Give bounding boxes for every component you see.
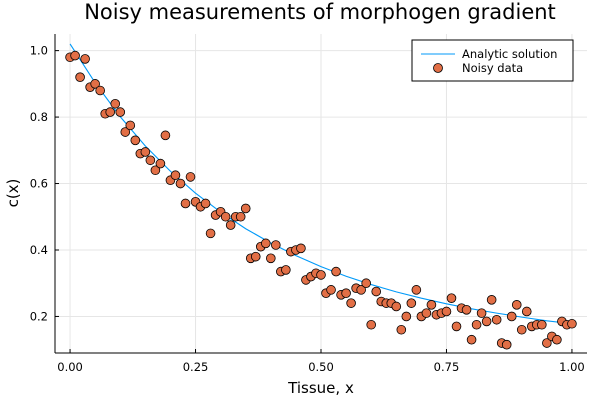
data-point: [552, 334, 562, 345]
analytic-solution-line: [69, 43, 573, 325]
data-point: [326, 285, 336, 295]
data-point: [130, 135, 141, 146]
data-point: [521, 306, 532, 317]
data-point: [316, 270, 326, 280]
data-point: [391, 301, 402, 312]
data-point: [260, 238, 271, 249]
data-point: [446, 293, 457, 303]
data-point: [371, 286, 382, 297]
data-point: [511, 300, 522, 310]
data-point: [155, 158, 166, 169]
data-point: [175, 178, 186, 189]
data-point: [160, 130, 171, 141]
data-point: [75, 72, 85, 82]
data-point: [567, 318, 577, 329]
x-tick-label: 0.75: [434, 360, 460, 374]
data-point: [366, 319, 376, 330]
data-point: [461, 304, 472, 315]
legend-box: [411, 39, 574, 82]
data-point: [115, 107, 126, 117]
noisy-data-series: [65, 50, 577, 350]
data-point: [466, 334, 477, 345]
data-point: [225, 220, 236, 230]
y-tick-label: 0.4: [30, 243, 48, 257]
y-tick-label: 0.8: [30, 110, 48, 124]
data-point: [491, 314, 502, 325]
y-tick-label: 1.0: [30, 44, 48, 58]
x-tick-label: 1.00: [559, 360, 585, 374]
legend-label-analytic: Analytic solution: [462, 47, 557, 61]
legend: Analytic solution Noisy data: [411, 39, 574, 82]
data-point: [140, 147, 151, 157]
data-point: [200, 198, 211, 209]
x-tick-label: 0.00: [57, 360, 83, 374]
chart-title: Noisy measurements of morphogen gradient: [84, 0, 556, 24]
data-point: [361, 278, 371, 289]
legend-label-noisy: Noisy data: [462, 61, 523, 75]
data-point: [396, 324, 407, 335]
data-point: [185, 172, 196, 182]
data-point: [542, 338, 552, 348]
x-tick-label: 0.25: [183, 360, 209, 374]
data-point: [145, 155, 156, 166]
data-point: [451, 321, 462, 332]
tick-labels: 0.00 0.25 0.50 0.75 1.00 0.2 0.4 0.6 0.8 1.0: [30, 44, 585, 374]
data-point: [105, 107, 116, 117]
data-point: [150, 165, 161, 176]
data-point: [250, 251, 261, 262]
data-point: [471, 319, 482, 330]
data-point: [281, 265, 291, 275]
data-point: [220, 211, 231, 222]
data-point: [341, 288, 351, 298]
data-point: [235, 211, 246, 222]
axes: [54, 34, 587, 354]
data-point: [95, 85, 105, 96]
data-point: [180, 198, 191, 209]
data-point: [271, 240, 281, 250]
data-point: [406, 298, 417, 308]
data-point: [481, 316, 492, 327]
data-point: [411, 285, 422, 295]
x-tick-label: 0.50: [308, 360, 334, 374]
data-point: [421, 308, 432, 318]
data-point: [110, 98, 121, 109]
data-point: [296, 243, 306, 254]
y-tick-label: 0.6: [30, 177, 48, 191]
y-tick-label: 0.2: [30, 309, 48, 323]
data-point: [70, 50, 80, 61]
data-point: [331, 266, 341, 277]
data-point: [90, 79, 100, 89]
data-point: [120, 127, 131, 137]
data-point: [401, 311, 412, 322]
data-point: [476, 308, 487, 318]
y-axis-label: c(x): [4, 179, 22, 208]
analytic-line-series: [69, 43, 573, 325]
data-point: [506, 311, 517, 322]
data-point: [346, 298, 356, 308]
data-point: [80, 54, 90, 64]
data-point: [266, 253, 276, 264]
data-point: [426, 300, 437, 310]
data-point: [170, 170, 181, 181]
legend-point-swatch: [433, 63, 443, 73]
data-point: [516, 324, 527, 335]
data-point: [205, 228, 216, 239]
x-axis-label: Tissue, x: [287, 379, 354, 397]
data-point: [240, 203, 251, 214]
data-point: [486, 295, 497, 305]
data-point: [125, 120, 136, 131]
data-point: [441, 306, 452, 317]
data-point: [356, 285, 366, 295]
data-point: [537, 319, 547, 330]
data-point: [501, 339, 512, 350]
